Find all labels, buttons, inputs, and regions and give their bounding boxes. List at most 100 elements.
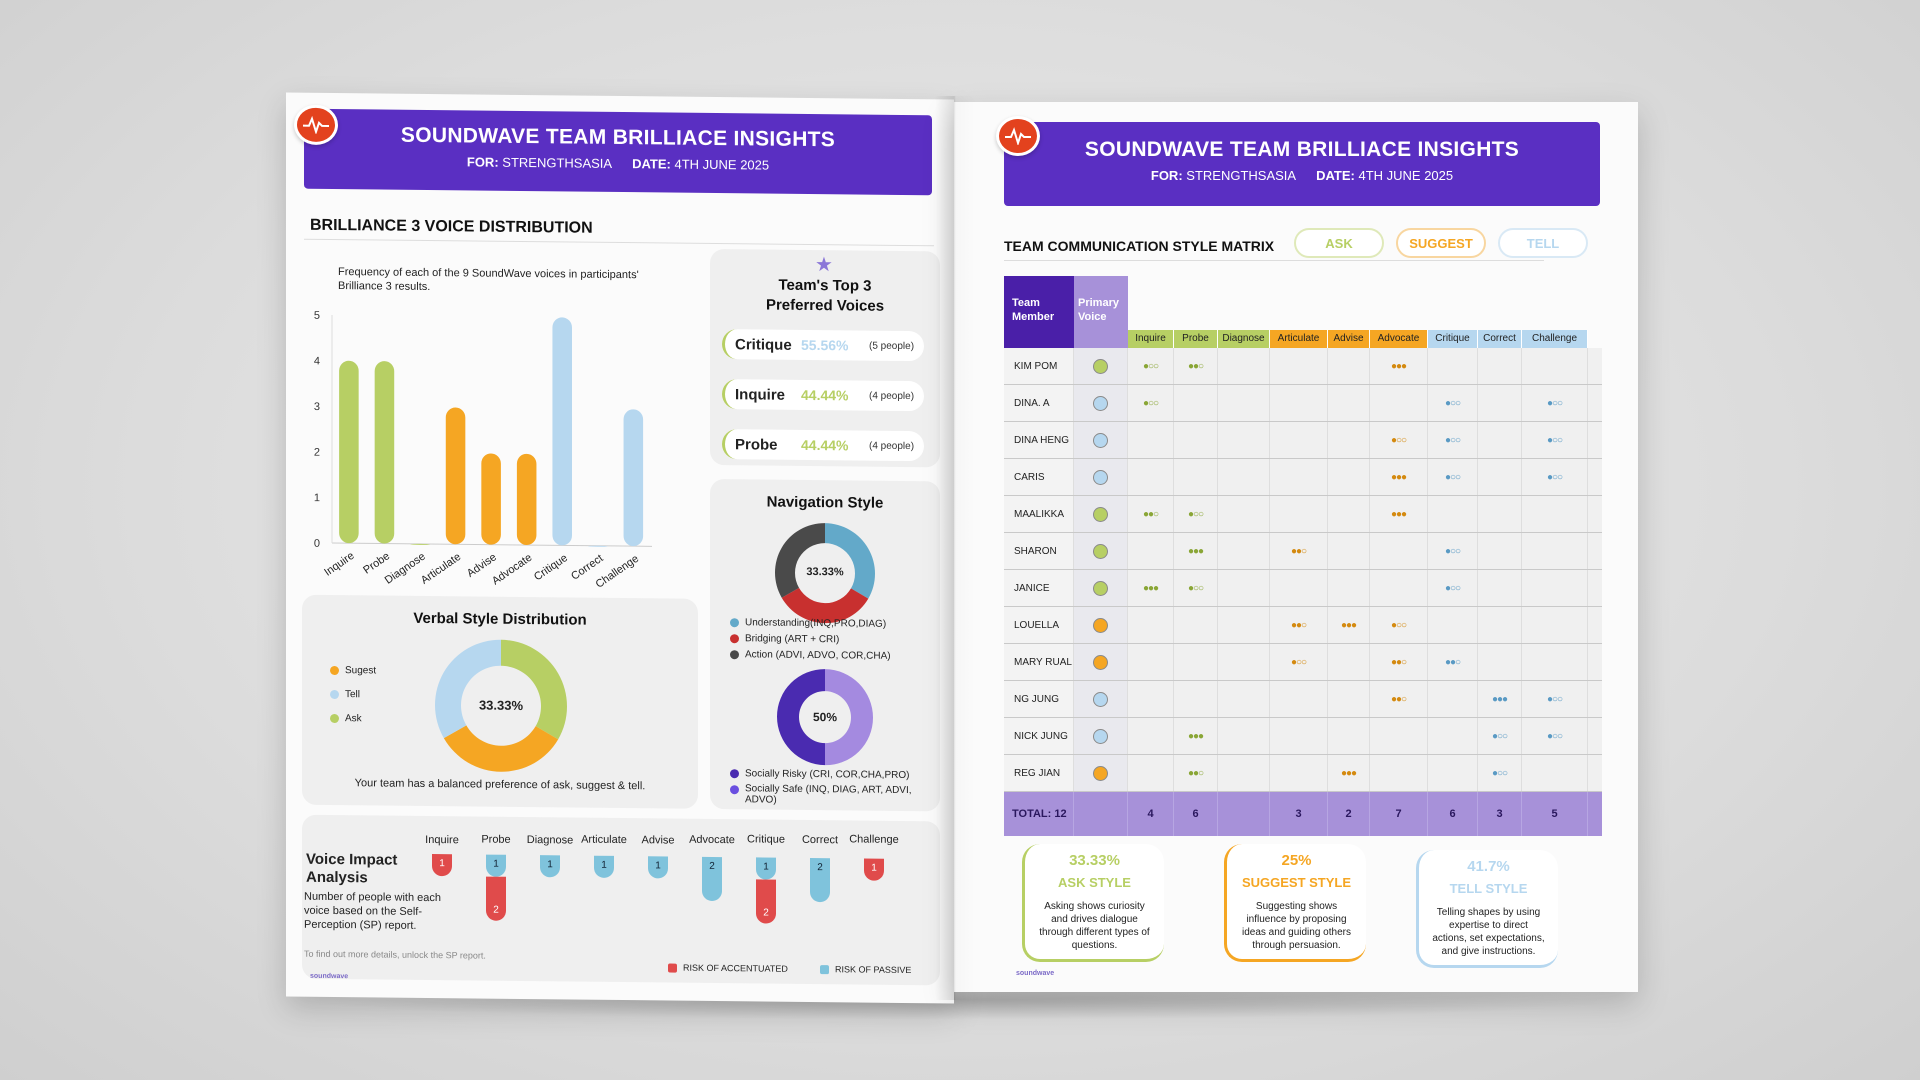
right-page: SOUNDWAVE TEAM BRILLIACE INSIGHTS FOR: S… — [954, 102, 1638, 992]
x-tick-label: Critique — [532, 552, 570, 583]
rating-cell: ●●● — [1174, 718, 1218, 754]
primary-voice-dot — [1093, 580, 1108, 596]
rating-cell: ●○○ — [1370, 422, 1428, 458]
donut-slice — [775, 523, 825, 598]
impact-legend-accentuated: RISK OF ACCENTUATED — [668, 963, 788, 974]
donut-slice — [825, 523, 875, 599]
rating-cell: ●●● — [1478, 681, 1522, 717]
rating-cell: ●○○ — [1522, 422, 1588, 458]
rating-cell: ●○○ — [1370, 607, 1428, 643]
rating-cell: ●●○ — [1270, 607, 1328, 643]
total-cell: 4 — [1128, 792, 1174, 836]
impact-columns: Inquire 1 Probe 1 2 Diagnose 1 Articulate 1 Advis… — [302, 815, 940, 986]
rating-cell: ●○○ — [1270, 644, 1328, 680]
rating-cell: ●○○ — [1522, 718, 1588, 754]
verbal-title: Verbal Style Distribution — [413, 609, 587, 629]
total-cell — [1218, 792, 1270, 836]
rating-cell — [1270, 496, 1328, 532]
matrix-row: MARY RUAL ●○○ ●●○ ●●○ — [1004, 644, 1602, 681]
left-banner-subtitle: FOR: STRENGTHSASIA DATE: 4TH JUNE 2025 — [466, 154, 770, 173]
primary-voice-dot — [1093, 506, 1108, 522]
impact-column-label: Diagnose — [526, 833, 574, 847]
bar — [445, 407, 466, 545]
matrix-row: DINA HENG ●○○ ●○○ ●○○ — [1004, 422, 1602, 459]
rating-cell: ●●○ — [1174, 348, 1218, 384]
y-tick-label: 0 — [314, 538, 320, 550]
rating-cell — [1478, 385, 1522, 421]
rating-cell — [1428, 718, 1478, 754]
rating-cell — [1522, 496, 1588, 532]
column-header: Advise — [1328, 330, 1370, 348]
donut-slice — [781, 587, 869, 624]
bar — [339, 360, 359, 544]
rating-cell — [1328, 422, 1370, 458]
x-tick-label: Articulate — [419, 551, 463, 587]
risk-donut-center: 50% — [812, 710, 838, 725]
rating-cell: ●○○ — [1174, 570, 1218, 606]
rating-cell: ●○○ — [1478, 755, 1522, 791]
top3-item: Probe 44.44% (4 people) — [722, 429, 924, 462]
navigation-card: Navigation Style 33.33% Understanding(IN… — [710, 478, 940, 812]
suggest-style-card: 25% SUGGEST STYLE Suggesting shows influ… — [1224, 844, 1366, 962]
rating-cell — [1328, 533, 1370, 569]
rating-cell — [1128, 644, 1174, 680]
rating-cell — [1370, 718, 1428, 754]
rating-cell — [1128, 755, 1174, 791]
member-name: LOUELLA — [1004, 607, 1074, 643]
rating-cell: ●○○ — [1522, 385, 1588, 421]
accentuated-bar: 2 — [486, 876, 506, 921]
rating-cell: ●○○ — [1428, 533, 1478, 569]
primary-voice-cell — [1074, 570, 1128, 606]
brand-wordmark: soundwave — [310, 972, 349, 981]
rating-cell — [1218, 385, 1270, 421]
bar — [623, 409, 644, 547]
matrix-total-row: TOTAL: 12 4 6 3 2 7 6 3 5 — [1004, 792, 1602, 836]
header-primary-voice: Primary Voice — [1074, 276, 1128, 348]
total-cell: 6 — [1428, 792, 1478, 836]
x-axis — [332, 542, 652, 547]
rating-cell: ●○○ — [1428, 422, 1478, 458]
bar-chart-note: Frequency of each of the 9 SoundWave voi… — [338, 266, 639, 294]
primary-voice-cell — [1074, 348, 1128, 384]
rating-cell — [1370, 385, 1428, 421]
donut-slice — [777, 669, 825, 766]
rating-cell: ●●○ — [1270, 533, 1328, 569]
rating-cell — [1218, 755, 1270, 791]
bar — [516, 453, 537, 546]
member-name: MARY RUAL — [1004, 644, 1074, 680]
nav-legend-item: Understanding(INQ,PRO,DIAG) — [730, 617, 886, 630]
rating-cell — [1270, 459, 1328, 495]
y-tick-label: 5 — [314, 310, 320, 322]
primary-voice-dot — [1093, 617, 1108, 633]
impact-column-label: Articulate — [581, 833, 627, 847]
passive-bar: 1 — [540, 855, 560, 878]
rating-cell — [1128, 607, 1174, 643]
soundwave-logo-icon — [294, 104, 338, 146]
donut-slice — [825, 669, 873, 766]
verbal-note: Your team has a balanced preference of a… — [354, 777, 646, 793]
primary-voice-dot — [1093, 432, 1108, 448]
passive-bar: 1 — [648, 856, 668, 879]
rating-cell: ●●● — [1128, 570, 1174, 606]
verbal-style-card: Verbal Style Distribution Sugest Tell As… — [302, 594, 698, 809]
member-name: DINA HENG — [1004, 422, 1074, 458]
total-cell: 7 — [1370, 792, 1428, 836]
column-header: Inquire — [1128, 330, 1174, 348]
passive-bar: 2 — [702, 856, 722, 902]
column-header: Advocate — [1370, 330, 1428, 348]
rating-cell: ●○○ — [1428, 570, 1478, 606]
total-cell: 5 — [1522, 792, 1588, 836]
bar — [410, 543, 430, 545]
impact-column-label: Advocate — [689, 833, 735, 847]
primary-voice-dot — [1093, 358, 1108, 374]
rating-cell — [1522, 348, 1588, 384]
top3-card: ★ Team's Top 3 Preferred Voices Critique… — [710, 248, 940, 468]
brand-wordmark: soundwave — [1016, 970, 1055, 977]
matrix-row: CARIS ●●● ●○○ ●○○ — [1004, 459, 1602, 496]
rating-cell — [1218, 681, 1270, 717]
ask-style-card: 33.33% ASK STYLE Asking shows curiosity … — [1022, 844, 1164, 962]
rating-cell — [1218, 718, 1270, 754]
rating-cell: ●○○ — [1522, 681, 1588, 717]
rating-cell — [1218, 496, 1270, 532]
